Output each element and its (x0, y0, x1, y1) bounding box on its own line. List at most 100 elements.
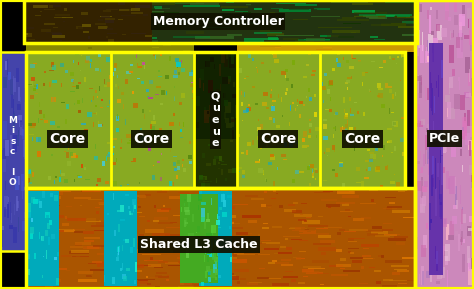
Bar (223, 194, 224, 200)
Bar (83, 246, 100, 249)
Bar (354, 127, 356, 131)
Bar (62, 223, 69, 226)
Bar (149, 124, 152, 129)
Bar (121, 256, 129, 257)
Bar (215, 261, 217, 267)
Bar (92, 11, 124, 12)
Bar (230, 140, 233, 142)
Bar (456, 229, 461, 239)
Bar (223, 267, 230, 269)
Bar (432, 88, 433, 115)
Bar (76, 255, 80, 258)
Bar (435, 158, 436, 189)
Bar (203, 36, 232, 38)
Bar (328, 81, 333, 86)
Bar (344, 110, 345, 113)
Bar (339, 162, 343, 164)
Bar (297, 105, 298, 106)
Bar (55, 191, 71, 192)
Bar (214, 64, 215, 69)
Bar (263, 171, 264, 174)
Bar (215, 259, 218, 267)
Bar (181, 129, 182, 131)
Bar (155, 55, 156, 59)
Bar (244, 40, 264, 42)
Bar (467, 8, 471, 18)
Bar (418, 75, 419, 93)
Bar (229, 236, 248, 238)
Bar (433, 121, 434, 133)
Bar (283, 159, 287, 160)
Bar (256, 127, 262, 131)
Bar (273, 284, 289, 286)
Bar (213, 264, 217, 273)
Bar (36, 7, 55, 8)
Bar (235, 11, 248, 12)
Bar (56, 1, 73, 2)
Bar (108, 39, 114, 42)
Bar (464, 121, 466, 140)
Bar (199, 191, 232, 286)
Bar (67, 161, 72, 166)
Bar (19, 115, 20, 127)
Bar (140, 136, 145, 141)
Bar (142, 109, 144, 113)
Bar (438, 246, 440, 249)
Bar (228, 79, 230, 84)
Bar (349, 127, 353, 130)
Bar (337, 232, 341, 235)
Bar (160, 103, 164, 105)
Bar (213, 286, 227, 287)
Bar (61, 255, 71, 257)
Bar (217, 214, 218, 219)
Bar (222, 212, 227, 216)
Bar (376, 169, 377, 172)
Bar (206, 53, 212, 67)
Bar (202, 251, 210, 253)
Bar (241, 152, 244, 154)
Bar (39, 241, 57, 242)
Bar (47, 176, 51, 180)
Bar (236, 17, 249, 19)
Bar (314, 241, 319, 242)
Bar (26, 52, 405, 188)
Bar (22, 181, 23, 199)
Bar (155, 286, 160, 288)
Bar (398, 22, 417, 24)
Bar (70, 91, 75, 92)
Bar (425, 150, 426, 164)
Bar (154, 267, 163, 268)
Bar (335, 151, 336, 152)
Bar (144, 14, 148, 16)
Bar (461, 237, 462, 245)
Bar (197, 268, 204, 270)
Bar (294, 33, 324, 35)
Bar (201, 282, 204, 286)
Bar (217, 155, 219, 164)
Bar (109, 100, 111, 105)
Bar (468, 228, 473, 231)
Bar (22, 112, 23, 129)
Bar (429, 43, 443, 275)
Bar (222, 208, 231, 209)
Text: Core: Core (49, 132, 85, 146)
Bar (261, 204, 266, 207)
Bar (439, 205, 442, 225)
Bar (123, 238, 126, 239)
Bar (246, 233, 252, 234)
Bar (141, 242, 154, 243)
Bar (324, 73, 327, 75)
Bar (109, 75, 111, 79)
Bar (106, 57, 110, 62)
Bar (345, 125, 348, 128)
Bar (435, 146, 438, 154)
Bar (319, 284, 324, 285)
Bar (198, 248, 201, 250)
Bar (191, 84, 194, 87)
Bar (323, 100, 324, 103)
Bar (194, 234, 213, 235)
Bar (180, 102, 182, 105)
Bar (207, 149, 209, 154)
Bar (381, 103, 385, 108)
Bar (436, 176, 439, 189)
